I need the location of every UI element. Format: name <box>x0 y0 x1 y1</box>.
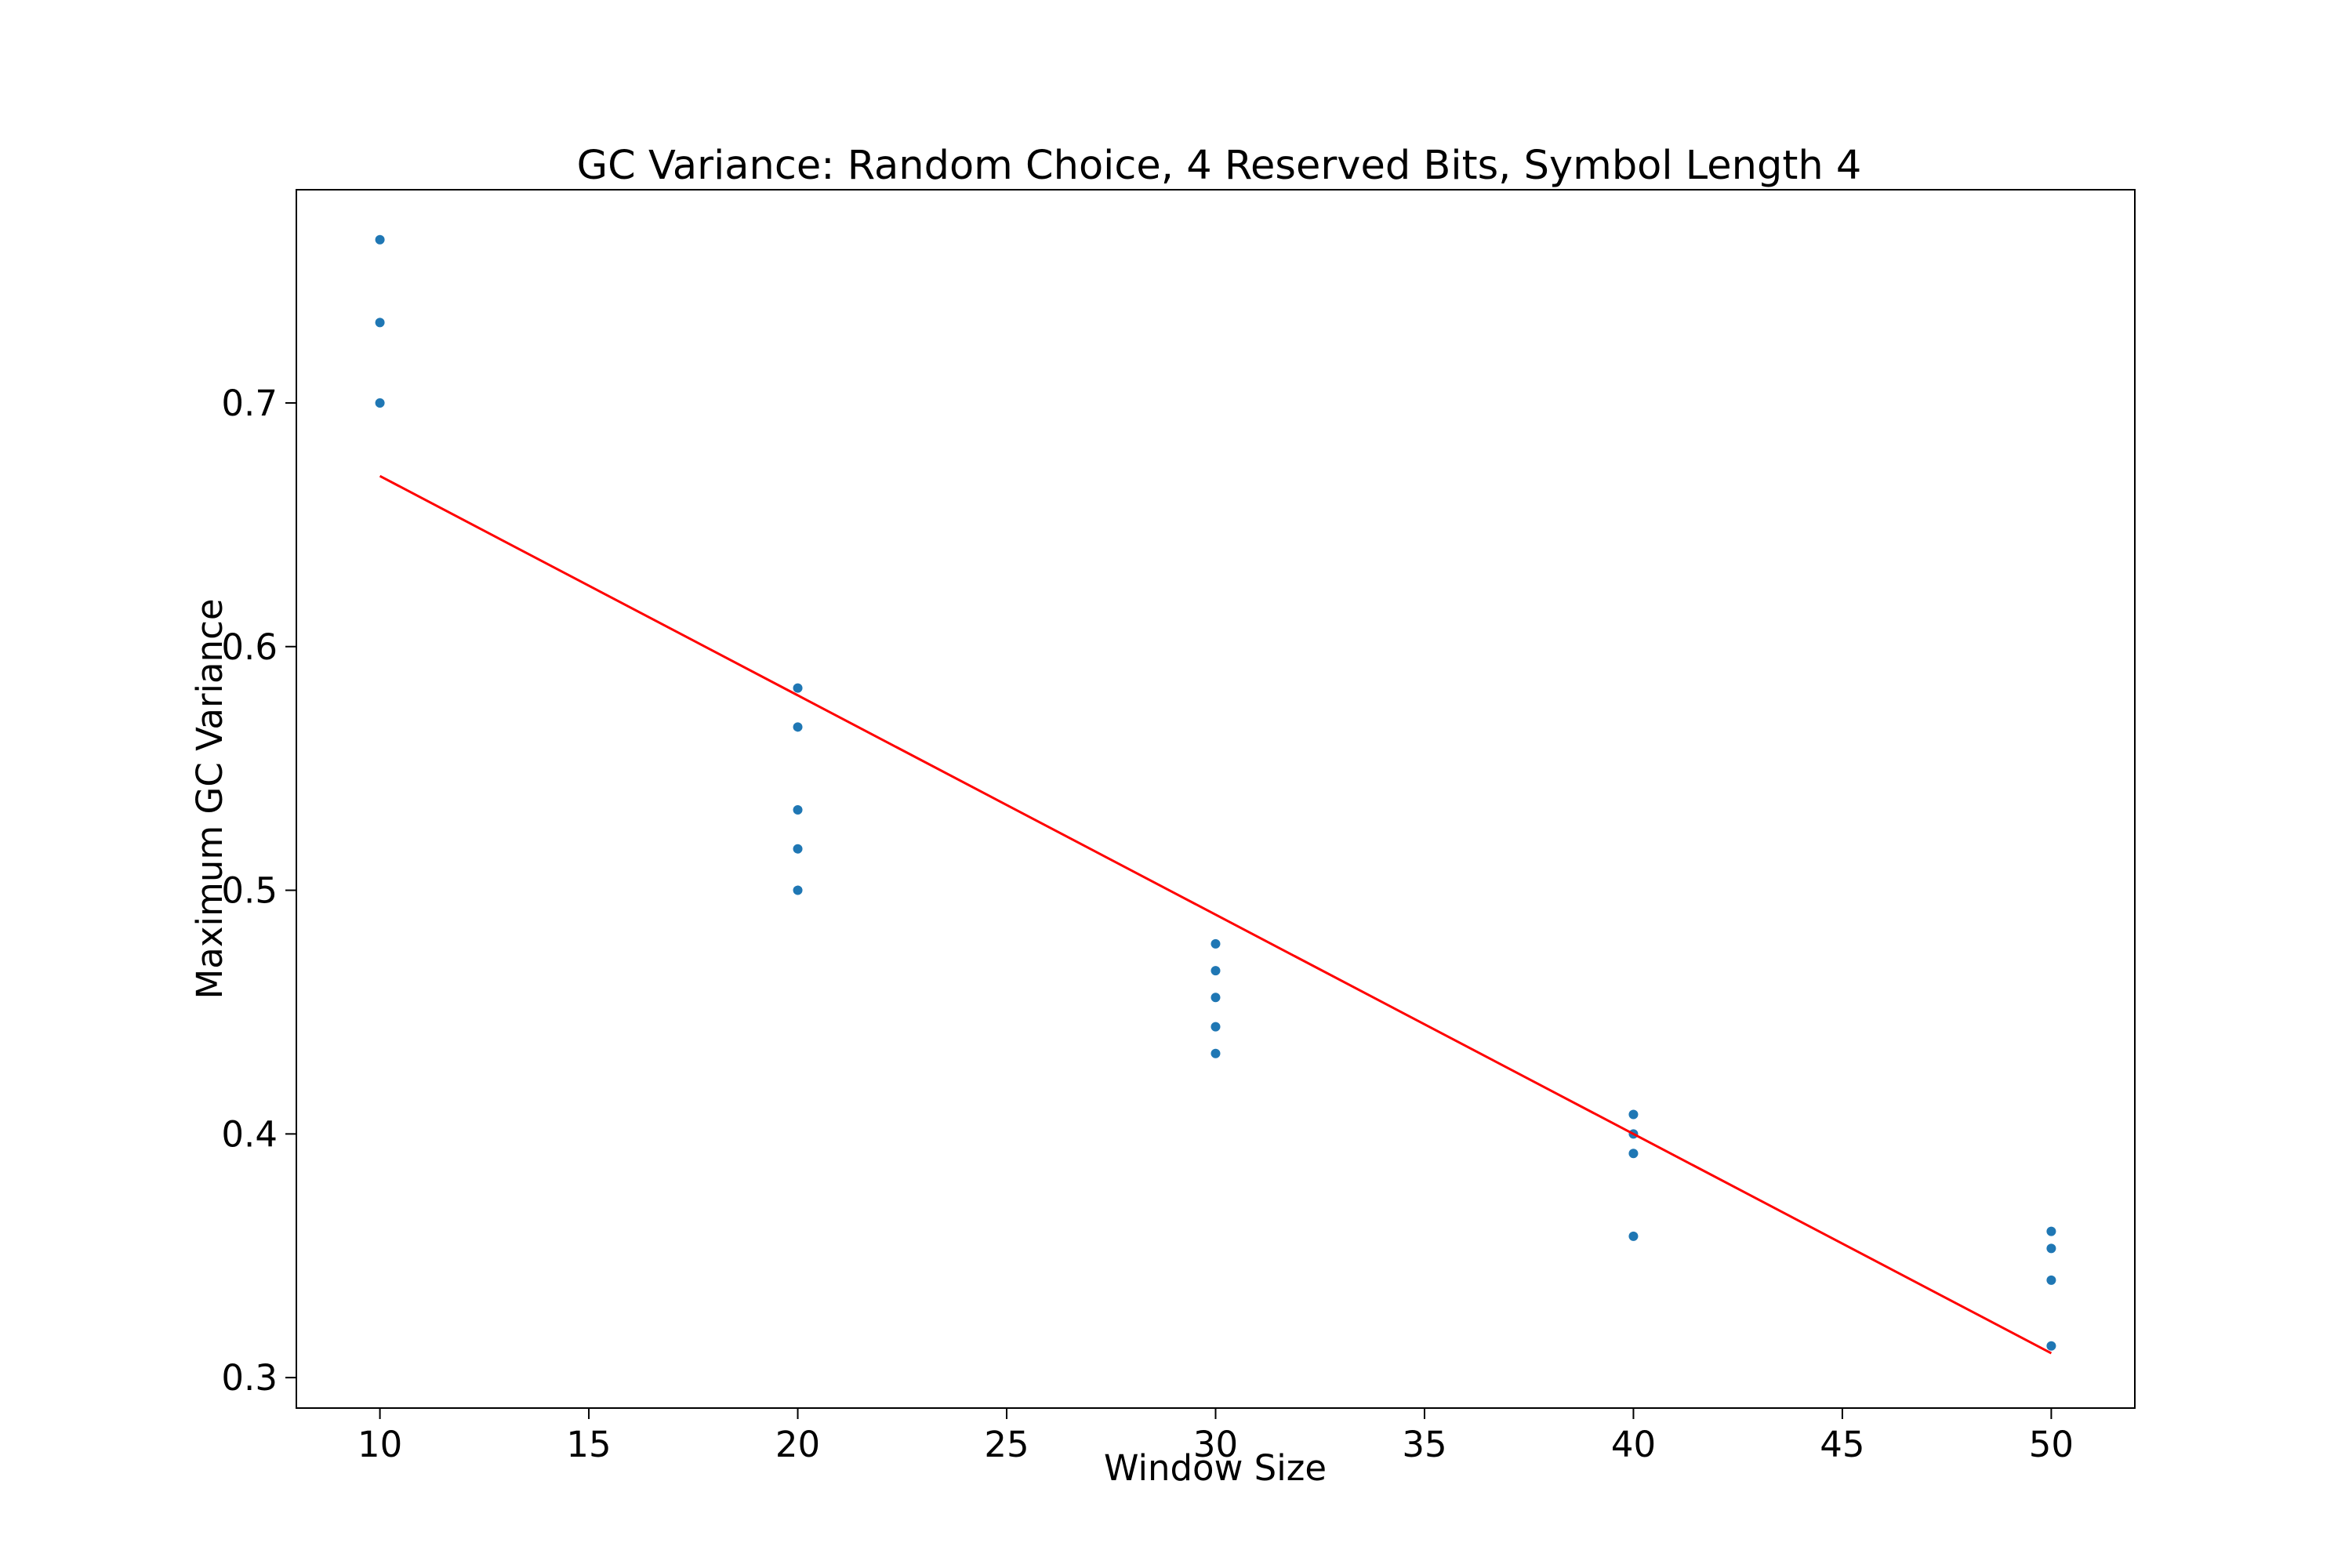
x-tick-label: 30 <box>1193 1424 1238 1465</box>
x-axis-label: Window Size <box>1104 1447 1327 1489</box>
data-point <box>793 683 803 693</box>
x-tick-label: 25 <box>984 1424 1029 1465</box>
data-point <box>1628 1231 1639 1241</box>
y-axis-ticks: 0.3 0.4 0.5 0.6 0.7 <box>221 383 296 1399</box>
x-tick-label: 20 <box>775 1424 820 1465</box>
data-point <box>1210 966 1221 976</box>
y-tick-label: 0.3 <box>221 1357 278 1399</box>
data-point <box>1210 1048 1221 1058</box>
chart-title: GC Variance: Random Choice, 4 Reserved B… <box>577 143 1862 189</box>
data-point <box>793 722 803 732</box>
x-tick-label: 40 <box>1611 1424 1656 1465</box>
data-point <box>1628 1149 1639 1159</box>
data-point <box>2046 1341 2056 1351</box>
data-point <box>793 844 803 854</box>
x-tick-label: 45 <box>1820 1424 1864 1465</box>
data-point <box>1210 993 1221 1003</box>
data-point <box>2046 1243 2056 1254</box>
x-tick-label: 50 <box>2029 1424 2074 1465</box>
data-point <box>793 804 803 815</box>
x-tick-label: 10 <box>358 1424 402 1465</box>
y-axis-label: Maximum GC Variance <box>189 598 230 999</box>
data-point <box>793 885 803 895</box>
data-point <box>375 318 385 328</box>
y-tick-label: 0.7 <box>221 383 278 424</box>
trend-line <box>379 474 2053 1355</box>
plot-area <box>375 234 2056 1355</box>
y-tick-label: 0.4 <box>221 1113 278 1155</box>
data-point <box>375 234 385 245</box>
x-tick-label: 35 <box>1402 1424 1446 1465</box>
x-axis-ticks: 10 15 20 25 30 35 40 45 50 <box>358 1408 2074 1465</box>
data-point <box>375 397 385 408</box>
data-point <box>1210 1022 1221 1032</box>
data-point <box>1210 938 1221 949</box>
data-point <box>2046 1275 2056 1285</box>
data-point <box>2046 1226 2056 1236</box>
x-tick-label: 15 <box>566 1424 611 1465</box>
data-point <box>1628 1109 1639 1120</box>
plot-frame <box>296 189 2136 1409</box>
y-tick-label: 0.5 <box>221 870 278 912</box>
y-tick-label: 0.6 <box>221 626 278 668</box>
